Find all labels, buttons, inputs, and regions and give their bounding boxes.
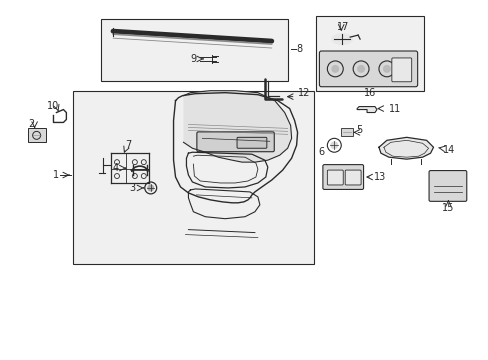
- Text: 11: 11: [388, 104, 400, 113]
- Text: 3: 3: [129, 183, 136, 193]
- Text: 15: 15: [441, 203, 454, 213]
- FancyBboxPatch shape: [326, 170, 343, 185]
- Polygon shape: [183, 91, 291, 162]
- Circle shape: [382, 65, 390, 73]
- Circle shape: [356, 65, 365, 73]
- Text: 5: 5: [355, 125, 362, 135]
- Polygon shape: [378, 137, 433, 159]
- Circle shape: [331, 65, 339, 73]
- FancyBboxPatch shape: [391, 58, 411, 82]
- Text: 10: 10: [47, 100, 60, 111]
- FancyBboxPatch shape: [322, 165, 363, 189]
- Text: 14: 14: [443, 145, 455, 155]
- Text: 12: 12: [297, 88, 309, 98]
- Bar: [341, 129, 352, 136]
- Bar: [28, 129, 45, 142]
- Bar: [101, 19, 287, 81]
- Text: 17: 17: [337, 22, 349, 32]
- Text: 16: 16: [363, 88, 375, 98]
- FancyBboxPatch shape: [237, 137, 266, 148]
- Text: 4: 4: [113, 163, 119, 173]
- Circle shape: [330, 141, 338, 149]
- FancyBboxPatch shape: [428, 171, 466, 201]
- Text: 6: 6: [318, 147, 324, 157]
- Text: 7: 7: [124, 140, 131, 150]
- Text: 13: 13: [373, 172, 386, 182]
- FancyBboxPatch shape: [345, 170, 360, 185]
- Circle shape: [147, 184, 154, 192]
- Bar: [316, 16, 423, 91]
- Polygon shape: [356, 107, 376, 113]
- FancyBboxPatch shape: [319, 51, 417, 87]
- Text: 2: 2: [28, 120, 35, 130]
- Ellipse shape: [331, 33, 352, 45]
- Text: 1: 1: [53, 170, 60, 180]
- Text: 8: 8: [296, 44, 302, 54]
- Text: 9: 9: [190, 54, 196, 64]
- Bar: [73, 91, 314, 264]
- FancyBboxPatch shape: [197, 132, 274, 152]
